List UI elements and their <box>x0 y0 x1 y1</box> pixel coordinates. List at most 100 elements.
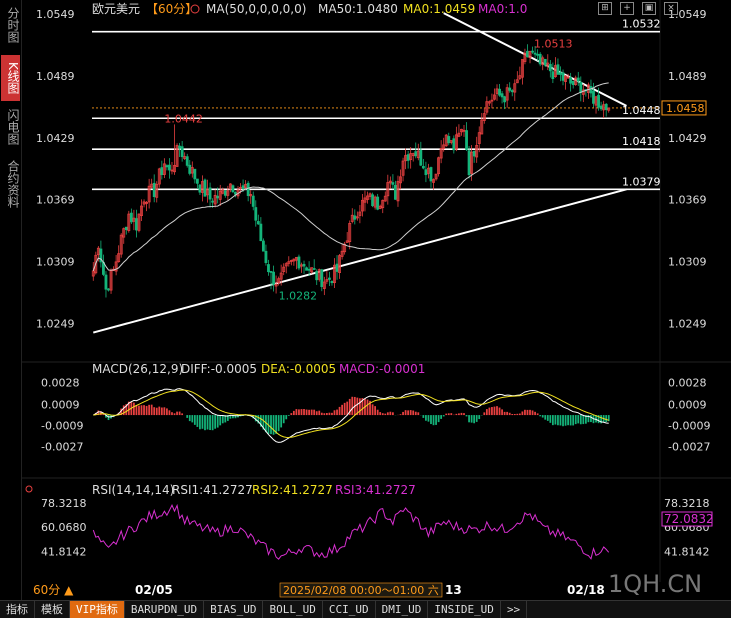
candle-body <box>508 87 512 91</box>
rsi-tick-left: 78.3218 <box>41 497 87 510</box>
tab-barupdn[interactable]: BARUPDN_UD <box>125 601 205 618</box>
candle <box>386 174 390 205</box>
candle-body <box>157 168 161 185</box>
candle <box>531 46 534 54</box>
indicator-tab-bar: 指标 模板 VIP指标 BARUPDN_UD BIAS_UD BOLL_UD C… <box>0 600 731 618</box>
candle <box>559 66 562 82</box>
candle-body <box>454 134 458 150</box>
candle-body <box>457 132 461 137</box>
candle <box>487 100 491 106</box>
candle <box>602 100 606 119</box>
candle-body <box>107 288 110 291</box>
macd-tick-right: 0.0009 <box>668 399 707 412</box>
candle <box>315 269 319 285</box>
candle <box>234 191 237 198</box>
candle-body <box>330 281 334 284</box>
image-icon[interactable]: ▣ <box>642 2 656 15</box>
candle <box>218 184 222 206</box>
tab-cci[interactable]: CCI_UD <box>323 601 376 618</box>
candle <box>388 176 392 189</box>
candle-body <box>391 182 395 185</box>
candle <box>310 267 314 274</box>
candle-body <box>556 64 560 75</box>
candle <box>122 227 126 244</box>
candle <box>503 95 507 110</box>
candle-body <box>409 153 413 160</box>
settings-icon[interactable] <box>190 4 200 14</box>
candle <box>396 175 400 207</box>
candle-body <box>261 240 265 252</box>
candle <box>213 189 217 208</box>
candle-body <box>195 178 199 184</box>
candle-body <box>485 101 489 113</box>
candle-body <box>467 150 471 176</box>
candle-body <box>183 156 187 159</box>
candle <box>427 163 430 179</box>
tab-timeshare[interactable]: 分时图 <box>6 7 20 43</box>
candle-body <box>122 228 126 238</box>
candle-body <box>505 87 509 101</box>
tab-templates[interactable]: 模板 <box>35 601 70 618</box>
candle-body <box>460 128 463 133</box>
candle <box>145 200 149 212</box>
period-label[interactable]: 【60分】 <box>146 2 197 16</box>
macd-y-axis: 0.0028 0.0028 0.0009 0.0009 -0.0009 -0.0009 -0… <box>41 376 710 453</box>
candle <box>564 75 567 90</box>
candle <box>129 208 133 224</box>
grid-icon[interactable]: ⊞ <box>598 2 612 15</box>
tab-flash-chart[interactable]: 闪电图 <box>6 109 20 145</box>
candle <box>523 48 527 65</box>
candle <box>183 152 187 160</box>
period-switch[interactable]: 60分 ▲ <box>33 583 74 597</box>
tab-contract-info[interactable]: 合约资料 <box>6 160 20 208</box>
candle-body <box>427 167 430 174</box>
candle <box>160 160 164 180</box>
tab-inside[interactable]: INSIDE_UD <box>428 601 501 618</box>
tab-kline[interactable]: K线图 <box>1 55 20 101</box>
level-label-2: 1.0448 <box>622 104 661 117</box>
candle-body <box>500 93 504 98</box>
candle-body <box>145 202 149 204</box>
candle <box>231 184 235 194</box>
candle-body <box>292 258 296 262</box>
candle-body <box>589 86 593 94</box>
candle <box>404 148 408 170</box>
close-icon[interactable]: × <box>664 2 678 15</box>
macd-diff: DIFF:-0.0005 <box>181 362 257 376</box>
candle <box>147 178 151 209</box>
candle <box>195 178 199 190</box>
rsi-tick-left: 60.0680 <box>41 521 87 534</box>
tab-vip-indicators[interactable]: VIP指标 <box>70 601 125 618</box>
candle-body <box>424 169 428 176</box>
candle-body <box>165 165 169 168</box>
chart-canvas[interactable]: 欧元美元 【60分】 MA(50,0,0,0,0,0) MA50:1.0480 … <box>0 0 731 600</box>
candle <box>114 255 118 276</box>
candle <box>338 253 341 279</box>
candle-body <box>142 201 146 205</box>
candle-body <box>475 145 479 158</box>
candle-body <box>239 186 242 190</box>
candle-body <box>490 99 494 102</box>
candle-body <box>493 94 496 100</box>
y-tick-right: 1.0429 <box>668 132 707 145</box>
tab-boll[interactable]: BOLL_UD <box>263 601 323 618</box>
candle-body <box>328 277 331 280</box>
candle <box>226 185 230 201</box>
candle-body <box>472 150 476 157</box>
rsi-tick-right: 41.8142 <box>664 546 710 559</box>
candle-body <box>216 195 220 199</box>
tab-bias[interactable]: BIAS_UD <box>204 601 264 618</box>
candle <box>510 88 514 97</box>
macd-tick-left: -0.0027 <box>41 441 83 454</box>
more-tabs-button[interactable]: >> <box>501 601 528 618</box>
current-price-value: 1.0458 <box>666 102 705 115</box>
rsi-settings-icon[interactable] <box>25 485 33 493</box>
candle-body <box>312 268 316 270</box>
tab-dmi[interactable]: DMI_UD <box>376 601 429 618</box>
candle <box>442 137 446 152</box>
candlestick-series <box>91 44 611 298</box>
tab-indicators[interactable]: 指标 <box>0 601 35 618</box>
candle <box>536 49 540 61</box>
zoom-icon[interactable]: + <box>620 2 634 15</box>
candle <box>203 178 207 197</box>
